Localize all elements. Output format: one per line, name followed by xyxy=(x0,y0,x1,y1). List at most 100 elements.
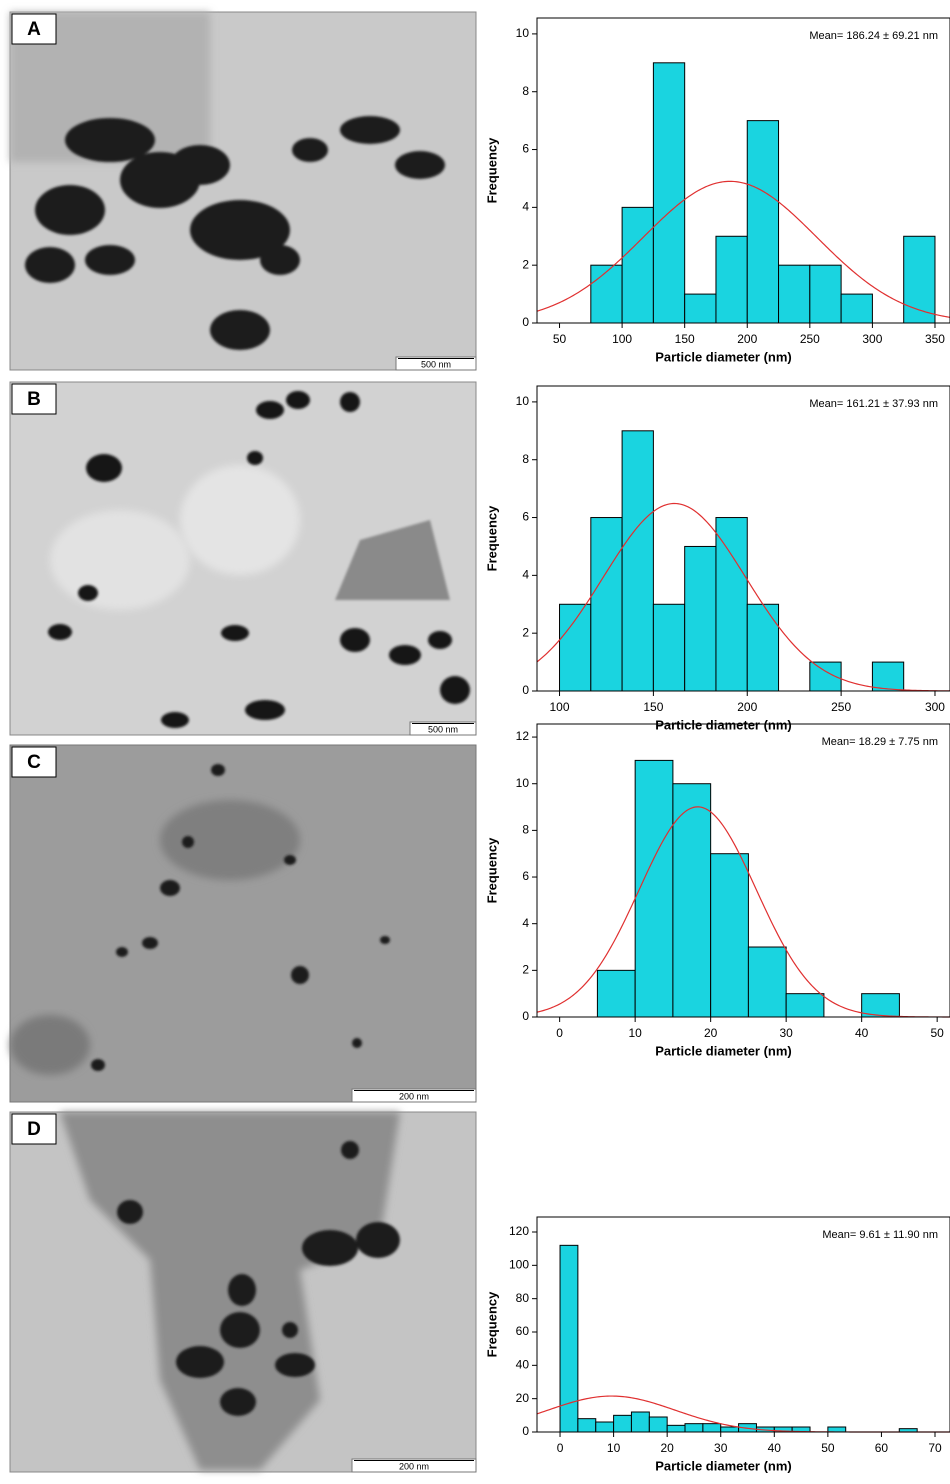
annotation: Mean= 9.61 ± 11.90 nm xyxy=(822,1229,938,1241)
y-tick-label: 20 xyxy=(516,1391,530,1405)
x-tick-label: 50 xyxy=(930,1026,944,1040)
x-tick-label: 10 xyxy=(628,1026,642,1040)
tem-image xyxy=(9,744,477,1103)
y-tick-label: 60 xyxy=(516,1324,530,1338)
y-tick-label: 2 xyxy=(522,257,529,271)
fit-curve xyxy=(536,180,950,318)
bar xyxy=(720,1426,740,1433)
bar xyxy=(778,264,811,324)
x-tick-label: 40 xyxy=(855,1026,869,1040)
y-axis-label: Frequency xyxy=(484,505,499,572)
bar xyxy=(702,1423,722,1433)
x-tick-label: 350 xyxy=(925,332,945,346)
x-tick-label: 100 xyxy=(612,332,632,346)
bar xyxy=(746,603,780,692)
tem-image xyxy=(9,1111,477,1473)
bar xyxy=(715,235,748,324)
y-tick-label: 10 xyxy=(516,394,530,408)
annotation: Mean= 186.24 ± 69.21 nm xyxy=(809,30,938,42)
scale-bar-label: 500 nm xyxy=(428,724,458,734)
plot-frame xyxy=(536,723,950,1018)
panel-label: D xyxy=(27,1119,41,1140)
annotation: Mean= 161.21 ± 37.93 nm xyxy=(809,398,938,410)
scale-bar-box xyxy=(351,1088,477,1103)
panel-label-box xyxy=(11,1113,57,1145)
x-tick-label: 50 xyxy=(821,1441,835,1455)
y-tick-label: 4 xyxy=(522,200,529,214)
y-axis-label: Frequency xyxy=(484,837,499,904)
bar xyxy=(809,264,842,324)
x-axis-label: Particle diameter (nm) xyxy=(655,1043,792,1058)
y-tick-label: 0 xyxy=(522,1009,529,1023)
bar xyxy=(710,853,749,1018)
y-tick-label: 2 xyxy=(522,625,529,639)
bar xyxy=(684,545,717,692)
x-tick-label: 10 xyxy=(607,1441,621,1455)
bar xyxy=(613,1414,632,1433)
bar xyxy=(785,993,825,1018)
x-axis-label: Particle diameter (nm) xyxy=(655,349,792,364)
panel-label: B xyxy=(27,389,41,410)
x-tick-label: 40 xyxy=(768,1441,782,1455)
plot-frame xyxy=(536,17,950,324)
y-tick-label: 0 xyxy=(522,1424,529,1438)
x-tick-label: 20 xyxy=(704,1026,718,1040)
bar xyxy=(715,517,748,692)
scale-bar-box xyxy=(395,356,477,371)
y-axis-label: Frequency xyxy=(484,137,499,204)
bar xyxy=(747,946,787,1018)
x-tick-label: 200 xyxy=(737,332,757,346)
x-tick-label: 250 xyxy=(831,700,851,714)
bar xyxy=(746,120,780,324)
bar xyxy=(903,235,936,324)
fit-curve xyxy=(536,502,950,692)
x-tick-label: 20 xyxy=(660,1441,674,1455)
x-tick-label: 70 xyxy=(928,1441,942,1455)
y-tick-label: 40 xyxy=(516,1358,530,1372)
x-tick-label: 0 xyxy=(557,1441,564,1455)
plot-frame xyxy=(536,1216,950,1433)
bar xyxy=(634,759,674,1018)
y-tick-label: 80 xyxy=(516,1291,530,1305)
annotation: Mean= 18.29 ± 7.75 nm xyxy=(822,736,938,748)
bar xyxy=(590,517,623,692)
y-tick-label: 4 xyxy=(522,916,529,930)
panel-label-box xyxy=(11,383,57,415)
x-axis-label: Particle diameter (nm) xyxy=(655,1458,792,1473)
bar xyxy=(827,1426,847,1433)
bar xyxy=(652,62,686,324)
x-tick-label: 300 xyxy=(925,700,945,714)
y-tick-label: 6 xyxy=(522,510,529,524)
y-tick-label: 100 xyxy=(509,1258,529,1272)
bar xyxy=(630,1411,650,1433)
y-tick-label: 10 xyxy=(516,776,530,790)
x-tick-label: 50 xyxy=(553,332,567,346)
scale-bar-label: 200 nm xyxy=(399,1091,429,1101)
y-tick-label: 120 xyxy=(509,1224,529,1238)
y-tick-label: 8 xyxy=(522,84,529,98)
bar xyxy=(684,293,717,324)
y-tick-label: 2 xyxy=(522,963,529,977)
bar xyxy=(840,293,873,324)
y-tick-label: 4 xyxy=(522,568,529,582)
bar xyxy=(621,430,654,692)
tem-image xyxy=(9,11,477,371)
y-tick-label: 10 xyxy=(516,26,530,40)
scale-bar-box xyxy=(409,721,477,736)
bar xyxy=(559,603,592,692)
bar xyxy=(595,1421,615,1433)
y-tick-label: 0 xyxy=(522,683,529,697)
bar xyxy=(596,969,636,1018)
y-axis-label: Frequency xyxy=(484,1291,499,1358)
y-tick-label: 12 xyxy=(516,729,530,743)
scale-bar-box xyxy=(351,1458,477,1473)
x-tick-label: 150 xyxy=(675,332,695,346)
x-tick-label: 250 xyxy=(800,332,820,346)
bar xyxy=(559,1244,579,1433)
panel-label-box xyxy=(11,746,57,778)
y-tick-label: 8 xyxy=(522,452,529,466)
tem-image xyxy=(9,381,477,736)
y-tick-label: 6 xyxy=(522,142,529,156)
